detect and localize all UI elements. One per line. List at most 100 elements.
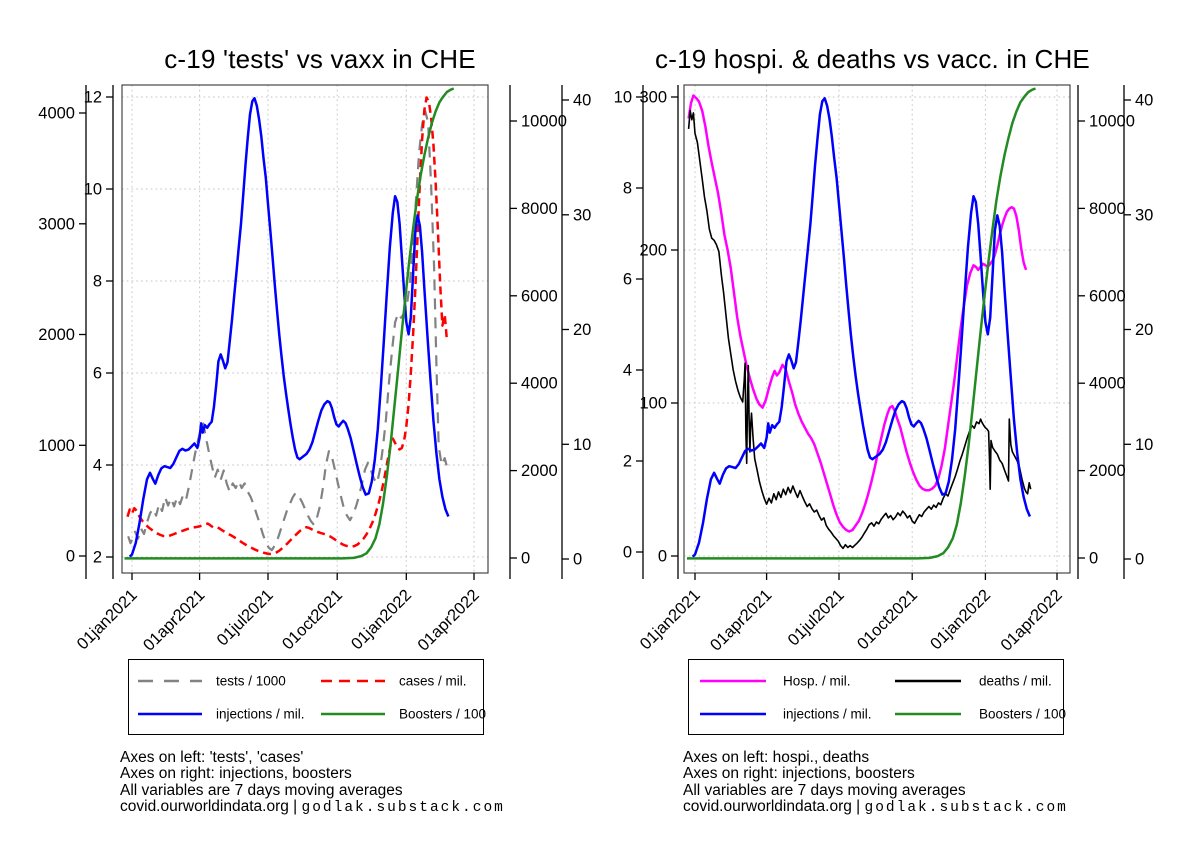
note-axes-left: Axes on left: hospi., deaths	[683, 749, 870, 766]
plot-frame	[683, 84, 1071, 574]
legend-label-boosters: Boosters / 100	[399, 706, 487, 722]
legend-label-hosp: Hosp. / mil.	[783, 673, 851, 689]
x-tick-label: 01jan2022	[348, 586, 415, 653]
legend-sample-injections-line	[138, 712, 202, 716]
x-tick-label: 01apr2022	[997, 586, 1066, 655]
y-tick-label: 4	[93, 457, 102, 475]
substack-source-text: godlak.substack.com	[864, 799, 1068, 816]
right-chart-title: c-19 hospi. & deaths vs vacc. in CHE	[655, 44, 1090, 74]
left-chart-notes: Axes on left: 'tests', 'cases' Axes on r…	[120, 749, 505, 816]
legend-sample-tests-line	[138, 679, 202, 683]
note-averages: All variables are 7 days moving averages	[120, 781, 403, 799]
legend-label-injections: injections / mil.	[783, 706, 872, 722]
series-line-boosters-100	[124, 87, 455, 560]
y-tick-label: 10	[1135, 436, 1153, 454]
y-tick-label: 10	[84, 181, 102, 199]
x-tick-label: 01jul2021	[213, 586, 276, 649]
note-axes-right: Axes on right: injections, boosters	[683, 765, 915, 783]
x-tick-label: 01jan2022	[927, 586, 994, 653]
series-line-cases-mil-	[126, 96, 449, 556]
y-tick-label: 0	[1089, 550, 1098, 568]
y-tick-label: 6000	[1089, 287, 1126, 305]
y-tick-label: 8000	[521, 200, 558, 218]
x-tick-label: 01oct2021	[854, 586, 921, 653]
legend-label-deaths: deaths / mil.	[979, 673, 1052, 689]
y-tick-label: 2	[623, 453, 632, 471]
substack-source-text: godlak.substack.com	[301, 799, 505, 816]
right-chart-notes: Axes on left: hospi., deaths Axes on rig…	[683, 749, 1068, 816]
series-line-boosters-100	[687, 87, 1036, 560]
y-tick-label: 0	[521, 550, 530, 568]
y-tick-label: 8	[93, 273, 102, 291]
legend-sample-deaths-line	[895, 679, 961, 683]
legend-label-cases: cases / mil.	[399, 673, 467, 689]
legend-sample-injections-line	[700, 712, 766, 716]
legend-label-tests: tests / 1000	[216, 673, 286, 689]
y-tick-label: 4000	[38, 105, 75, 123]
legend-sample-cases-line	[321, 679, 385, 683]
y-tick-label: 100	[639, 395, 667, 413]
y-tick-label: 10000	[521, 113, 567, 131]
y-tick-label: 20	[1135, 321, 1153, 339]
dual-line-chart-figure: 0100020003000400024681012020004000600080…	[38, 84, 1153, 655]
chart-element	[687, 87, 1036, 560]
y-tick-label: 6	[623, 271, 632, 289]
y-tick-label: 30	[1135, 206, 1153, 224]
note-axes-left: Axes on left: 'tests', 'cases'	[120, 749, 304, 766]
x-tick-label: 01jul2021	[784, 586, 847, 649]
x-tick-label: 01jan2021	[74, 586, 141, 653]
series-line-hosp-mil-	[687, 94, 1028, 533]
y-tick-label: 0	[623, 544, 632, 562]
x-tick-label: 01oct2021	[279, 586, 346, 653]
y-tick-label: 3000	[38, 215, 75, 233]
y-tick-label: 8	[623, 180, 632, 198]
y-tick-label: 0	[1135, 551, 1144, 569]
y-tick-label: 40	[573, 92, 591, 110]
source-line: covid.ourworldindata.org | godlak.substa…	[120, 797, 505, 816]
y-tick-label: 8000	[1089, 200, 1126, 218]
y-tick-label: 2000	[38, 326, 75, 344]
x-tick-label: 01jan2021	[637, 586, 704, 653]
y-tick-label: 300	[639, 89, 667, 107]
legend-label-injections: injections / mil.	[216, 706, 305, 722]
y-tick-label: 2000	[1089, 462, 1126, 480]
y-tick-label: 30	[573, 206, 591, 224]
note-axes-right: Axes on right: injections, boosters	[120, 765, 352, 783]
note-averages: All variables are 7 days moving averages	[683, 781, 966, 799]
x-tick-label: 01apr2021	[707, 586, 776, 655]
y-tick-label: 0	[66, 548, 75, 566]
series-line-deaths-mil-	[687, 109, 1032, 550]
legend-sample-boosters-line	[895, 712, 961, 716]
y-tick-label: 6000	[521, 287, 558, 305]
left-chart-title: c-19 'tests' vs vaxx in CHE	[164, 44, 476, 74]
y-tick-label: 0	[658, 548, 667, 566]
left-chart-legend: tests / 1000 cases / mil. injections / m…	[128, 659, 487, 735]
chart-element	[124, 87, 455, 560]
owid-source-text: covid.ourworldindata.org |	[120, 797, 298, 815]
legend-sample-hosp-line	[700, 679, 766, 683]
y-tick-label: 4	[623, 362, 632, 380]
y-tick-label: 4000	[521, 375, 558, 393]
series-line-injections-mil-	[128, 97, 450, 558]
y-tick-label: 40	[1135, 92, 1153, 110]
y-tick-label: 4000	[1089, 375, 1126, 393]
y-tick-label: 6	[93, 365, 102, 383]
y-tick-label: 10	[614, 89, 632, 107]
source-line: covid.ourworldindata.org | godlak.substa…	[683, 798, 1068, 816]
y-tick-label: 1000	[38, 437, 75, 455]
series-line-tests-1000	[127, 109, 449, 552]
legend-label-boosters: Boosters / 100	[979, 706, 1067, 722]
right-chart-legend: Hosp. / mil. deaths / mil. injections / …	[688, 659, 1067, 735]
y-tick-label: 10	[573, 436, 591, 454]
x-tick-label: 01apr2021	[140, 586, 209, 655]
x-tick-label: 01apr2022	[414, 586, 483, 655]
series-line-injections-mil-	[691, 97, 1032, 558]
y-tick-label: 2	[93, 549, 102, 567]
y-tick-label: 2000	[521, 462, 558, 480]
plot-frame	[121, 84, 489, 574]
y-tick-label: 12	[84, 89, 102, 107]
y-tick-label: 200	[639, 242, 667, 260]
y-tick-label: 0	[573, 551, 582, 569]
y-tick-label: 10000	[1089, 113, 1135, 131]
